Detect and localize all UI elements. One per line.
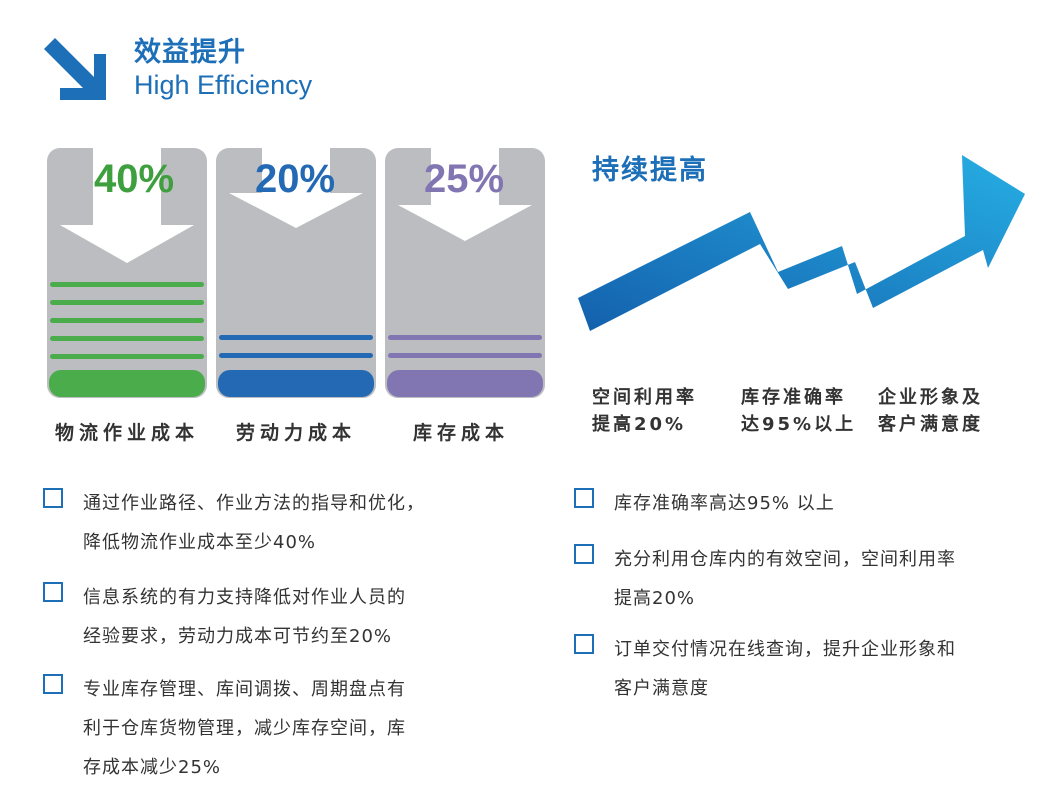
cost-column-inventory [385, 148, 545, 398]
percent-inventory: 25% [424, 157, 505, 201]
checkbox-icon [43, 674, 63, 694]
checkbox-icon [43, 582, 63, 602]
column-base [49, 370, 205, 397]
growth-arrow-icon [578, 155, 1025, 331]
growth-label-space: 空间利用率 提高20% [592, 387, 697, 435]
cost-column-labor [216, 148, 376, 398]
column-label-logistics: 物流作业成本 [55, 422, 200, 444]
checkbox-icon [574, 488, 594, 508]
percent-logistics: 40% [94, 157, 175, 201]
growth-label-accuracy: 库存准确率 达95%以上 [741, 387, 857, 435]
down-arrow-icon [229, 148, 363, 228]
checkbox-icon [574, 634, 594, 654]
down-arrow-icon [60, 148, 194, 263]
down-arrow-icon [398, 148, 532, 241]
column-label-labor: 劳动力成本 [236, 422, 357, 444]
checkbox-icon [574, 544, 594, 564]
cost-column-logistics [47, 148, 207, 398]
page-title: 效益提升 [134, 37, 246, 68]
page-subtitle: High Efficiency [134, 70, 313, 100]
growth-title: 持续提高 [592, 155, 708, 186]
column-base [387, 370, 543, 397]
percent-labor: 20% [255, 157, 336, 201]
column-base [218, 370, 374, 397]
growth-label-image: 企业形象及 客户满意度 [878, 387, 983, 435]
column-label-inventory: 库存成本 [413, 422, 510, 444]
arrow-down-right-icon [44, 38, 106, 100]
checkbox-icon [43, 488, 63, 508]
